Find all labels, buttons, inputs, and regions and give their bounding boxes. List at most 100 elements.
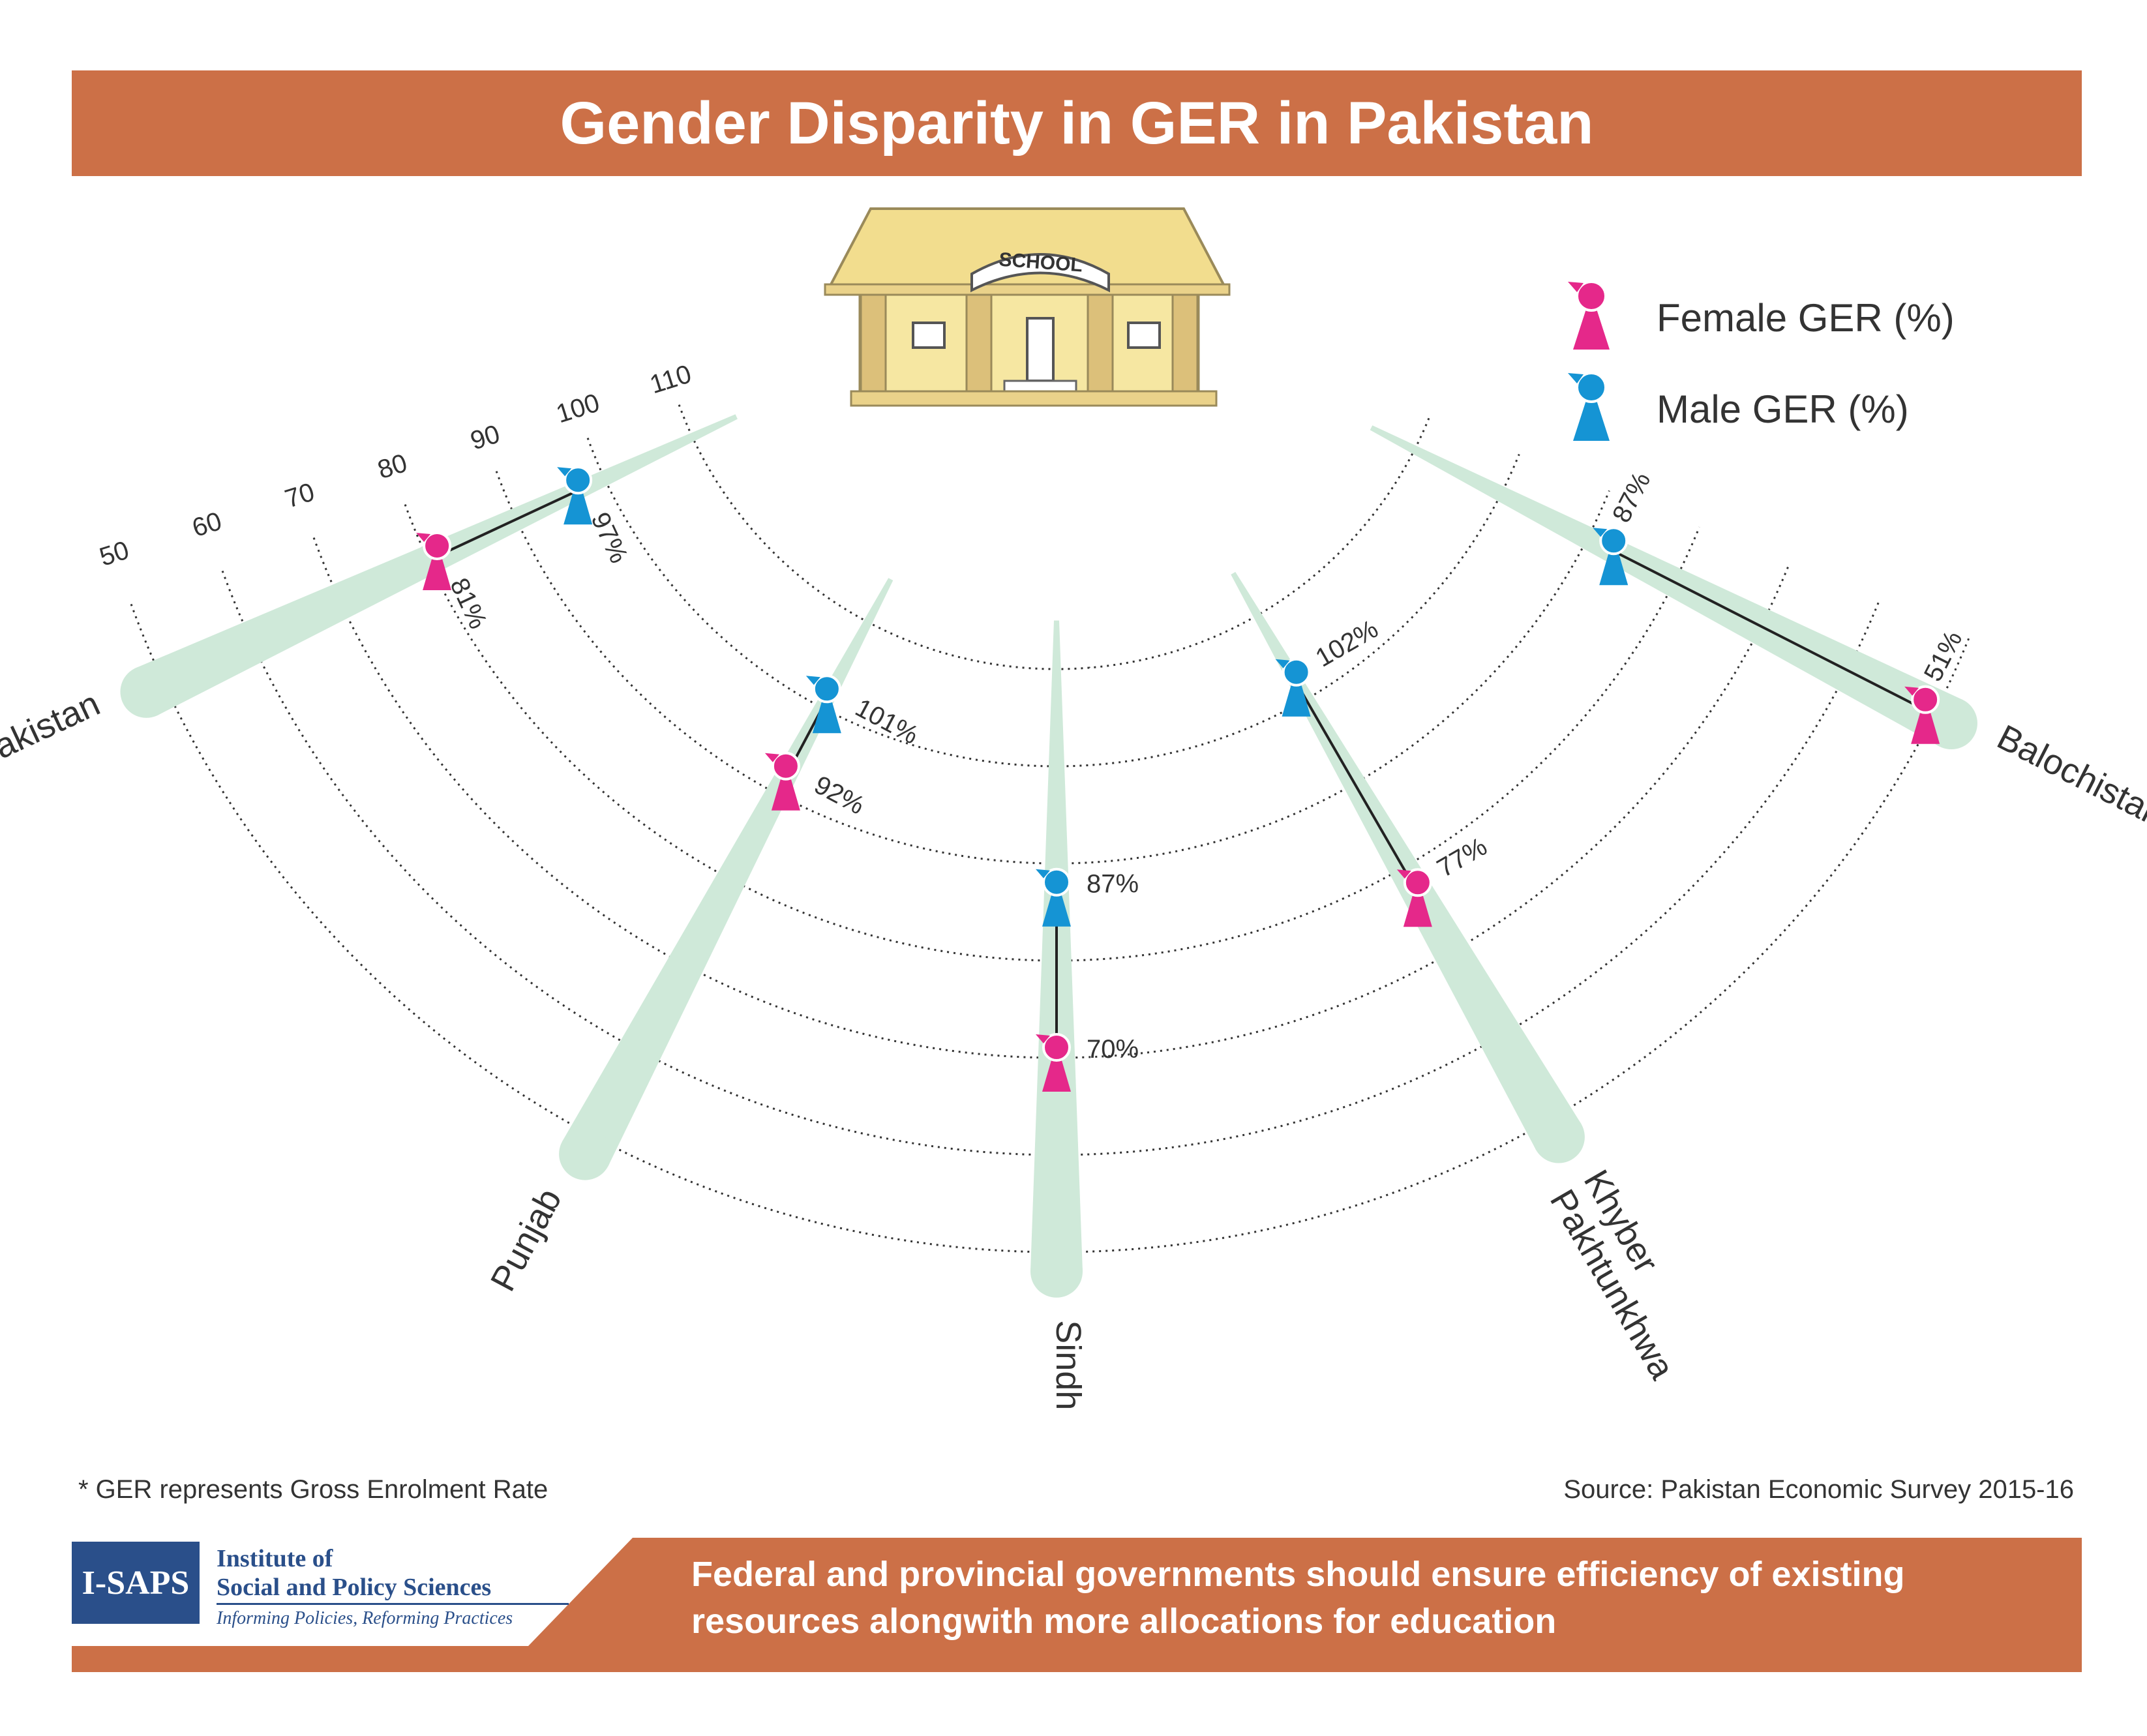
female-marker-body [1042, 1060, 1071, 1092]
male-marker-body [812, 702, 841, 734]
category-label-line: Punjab [483, 1182, 569, 1298]
track-4 [1370, 425, 1964, 747]
category-label-line: Pakistan [0, 684, 106, 777]
male-marker-hair [557, 467, 572, 477]
axis-ring-60 [221, 570, 1881, 1156]
female-figure-icon-body [1573, 309, 1610, 350]
axis-ring-110 [678, 404, 1430, 670]
male-marker-body [1042, 895, 1071, 927]
female-marker [416, 531, 452, 590]
track-end-3 [1532, 1111, 1585, 1163]
policy-message: Federal and provincial governments shoul… [691, 1555, 1905, 1641]
male-value-label: 97% [585, 508, 633, 567]
female-marker-hair [416, 532, 431, 542]
logo-name-line2: Social and Policy Sciences [217, 1574, 492, 1601]
track-1 [562, 578, 893, 1167]
male-marker [1036, 867, 1071, 927]
connector-line [1613, 550, 1927, 711]
female-marker-hair [764, 753, 779, 762]
female-value-label: 70% [1087, 1035, 1139, 1064]
male-figure-icon-head [1576, 372, 1607, 403]
female-marker-hair [1036, 1034, 1050, 1043]
female-figure-icon-head [1576, 280, 1607, 312]
female-marker [1904, 685, 1940, 744]
category-label-line: Sindh [1049, 1320, 1088, 1410]
school-illustration: SCHOOL [824, 207, 1231, 407]
track-end-2 [1030, 1245, 1083, 1298]
female-marker-head [423, 531, 452, 560]
legend-label: Male GER (%) [1657, 387, 1909, 431]
category-label: Sindh [1049, 1320, 1088, 1410]
female-marker [764, 751, 800, 811]
male-marker [805, 674, 841, 734]
male-marker-head [1282, 657, 1311, 687]
source-note: Source: Pakistan Economic Survey 2015-16 [1563, 1475, 2074, 1504]
category-label: Punjab [483, 1182, 569, 1298]
female-marker-body [1911, 712, 1940, 744]
axis-tick-label: 100 [553, 388, 603, 428]
male-marker [1275, 657, 1311, 717]
track-3 [1231, 571, 1582, 1150]
female-marker-hair [1904, 686, 1919, 696]
footnote: * GER represents Gross Enrolment Rate [78, 1475, 548, 1504]
male-value-label: 87% [1607, 468, 1657, 527]
connector-line [1295, 681, 1419, 894]
track-end-4 [1925, 697, 1977, 750]
female-marker-head [771, 751, 800, 781]
male-marker-hair [805, 676, 820, 685]
category-label: KhyberPakhtunkhwa [1542, 1163, 1717, 1386]
legend-label: Female GER (%) [1657, 296, 1955, 340]
male-marker [1593, 526, 1629, 586]
logo-name-line1: Institute of [217, 1545, 333, 1572]
male-marker-hair [1036, 869, 1050, 878]
chart-title: Gender Disparity in GER in Pakistan [560, 89, 1594, 157]
category-label: Balochistan [1991, 717, 2147, 835]
isaps-logo: I-SAPS Institute of Social and Policy Sc… [72, 1538, 569, 1646]
male-marker-head [1042, 867, 1071, 897]
female-marker-body [423, 558, 452, 590]
connector-line [436, 489, 579, 558]
track-end-0 [120, 665, 173, 718]
logo-mark: I-SAPS [72, 1542, 200, 1624]
bottom-banner [72, 1538, 2082, 1672]
male-marker-body [1282, 685, 1311, 717]
male-marker-body [563, 493, 593, 525]
logo-divider [217, 1603, 569, 1605]
category-label-line: Balochistan [1991, 717, 2147, 835]
male-marker-head [563, 466, 593, 495]
category-label: Pakistan [0, 684, 106, 777]
axis-ring-70 [312, 537, 1791, 1059]
male-marker-body [1599, 554, 1629, 586]
female-marker [1396, 868, 1432, 927]
male-figure-icon [1568, 372, 1610, 441]
axis-tick-label: 70 [282, 477, 318, 513]
male-marker-hair [1275, 659, 1290, 668]
female-marker-body [1403, 895, 1432, 927]
female-value-label: 77% [1432, 832, 1492, 883]
male-figure-icon-body [1573, 400, 1610, 441]
axis-tick-label: 90 [467, 419, 503, 455]
female-value-label: 51% [1919, 627, 1968, 686]
male-marker-hair [1593, 528, 1608, 537]
female-marker-head [1042, 1033, 1071, 1062]
axis-ring-100 [586, 438, 1520, 768]
male-marker [557, 466, 593, 525]
male-figure-icon-hair [1568, 373, 1584, 383]
axis-tick-label: 60 [189, 507, 226, 543]
male-marker-head [812, 674, 841, 704]
female-figure-icon [1568, 280, 1610, 350]
male-marker-head [1599, 526, 1629, 556]
male-value-label: 102% [1311, 614, 1383, 672]
female-marker-body [771, 779, 800, 811]
axis-tick-label: 110 [646, 359, 695, 399]
female-marker-hair [1396, 869, 1411, 879]
track-end-1 [559, 1128, 612, 1180]
male-value-label: 101% [850, 693, 923, 750]
axis-tick-label: 50 [96, 535, 132, 571]
title-banner: Gender Disparity in GER in Pakistan [72, 70, 2082, 176]
female-value-label: 81% [444, 574, 492, 633]
axis-ring-50 [130, 603, 1971, 1253]
logo-tagline: Informing Policies, Reforming Practices [217, 1608, 513, 1628]
female-figure-icon-hair [1568, 282, 1584, 292]
